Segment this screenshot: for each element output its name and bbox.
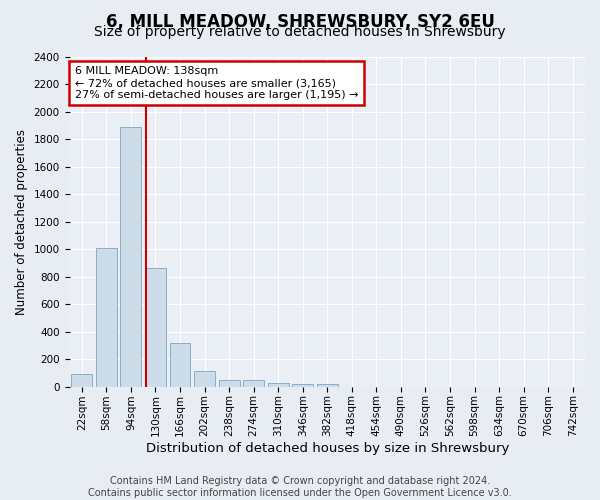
Text: Size of property relative to detached houses in Shrewsbury: Size of property relative to detached ho… [94,25,506,39]
Text: 6, MILL MEADOW, SHREWSBURY, SY2 6EU: 6, MILL MEADOW, SHREWSBURY, SY2 6EU [106,12,494,30]
Bar [170,342,190,386]
Bar [243,380,264,386]
Text: 6 MILL MEADOW: 138sqm
← 72% of detached houses are smaller (3,165)
27% of semi-d: 6 MILL MEADOW: 138sqm ← 72% of detached … [74,66,358,100]
Bar [268,382,289,386]
X-axis label: Distribution of detached houses by size in Shrewsbury: Distribution of detached houses by size … [146,442,509,455]
Text: Contains HM Land Registry data © Crown copyright and database right 2024.
Contai: Contains HM Land Registry data © Crown c… [88,476,512,498]
Bar [218,380,239,386]
Bar [121,126,142,386]
Bar [71,374,92,386]
Bar [317,384,338,386]
Bar [145,268,166,386]
Bar [292,384,313,386]
Y-axis label: Number of detached properties: Number of detached properties [15,128,28,314]
Bar [194,371,215,386]
Bar [96,248,117,386]
